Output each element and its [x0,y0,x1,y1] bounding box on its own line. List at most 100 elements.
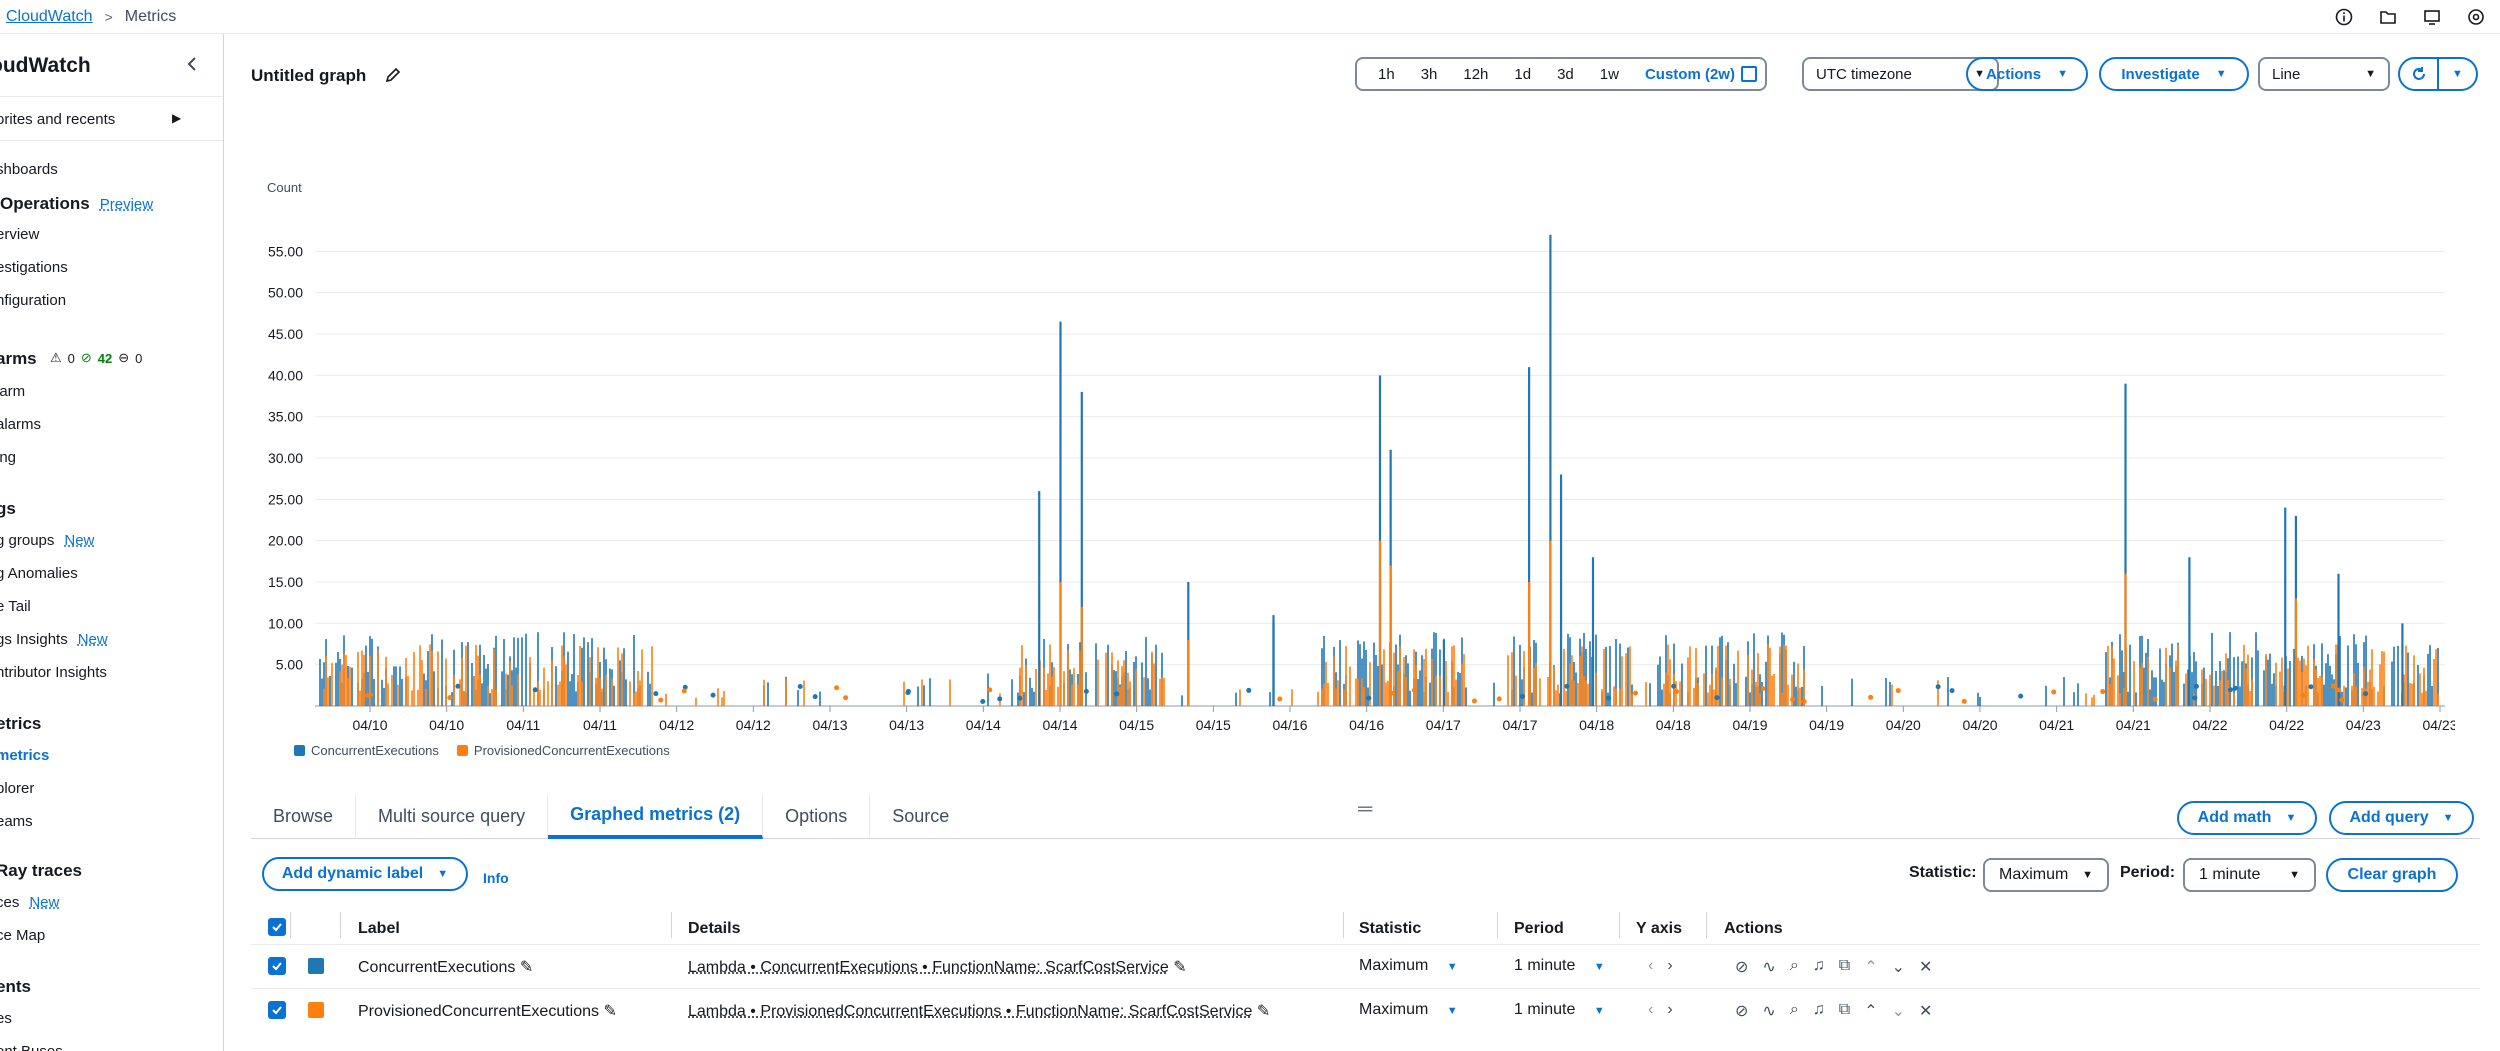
row-statistic[interactable]: Maximum ▼ [1359,1001,1458,1018]
move-down-icon[interactable]: ⌄ [1891,959,1906,976]
chevron-left-icon[interactable]: ‹ [1648,957,1654,974]
sidebar-section-metrics[interactable]: etrics [0,714,42,733]
caret-right-icon[interactable]: ▶ [172,111,182,125]
series-color-swatch[interactable] [308,958,324,974]
range-3h[interactable]: 3h [1420,65,1438,83]
chart-type-select[interactable]: Line ▼ [2258,57,2390,91]
alarm-bell-icon[interactable]: ♫ [1812,1001,1825,1018]
sidebar-item-streams[interactable]: eams [0,813,33,830]
range-custom[interactable]: Custom (2w) [1644,65,1735,83]
tab-source[interactable]: Source [892,806,950,826]
series-color-swatch[interactable] [308,1002,324,1018]
settings-icon[interactable] [2466,7,2486,27]
chevron-left-icon[interactable]: ‹ [1648,1001,1654,1018]
sidebar-item-investigations[interactable]: estigations [0,259,68,276]
info-icon[interactable] [2334,7,2354,27]
math-icon[interactable]: ∿ [1762,1003,1776,1020]
edit-title-icon[interactable] [384,66,402,84]
tab-browse[interactable]: Browse [251,794,357,839]
refresh-icon[interactable] [2400,59,2439,89]
sidebar-item-all-metrics[interactable]: metrics [0,747,50,764]
y-axis-switch[interactable]: ‹ › [1648,957,1673,975]
screen-share-icon[interactable] [2422,7,2442,27]
sidebar-item-log-anomalies[interactable]: g Anomalies [0,565,78,582]
row-statistic[interactable]: Maximum ▼ [1359,957,1458,974]
sidebar-item-favorites[interactable]: orites and recents [0,111,116,128]
refresh-options-icon[interactable]: ▼ [2452,68,2463,80]
sidebar-item-explorer[interactable]: plorer [0,780,35,797]
edit-label-icon[interactable]: ✎ [603,1003,617,1020]
collapse-sidebar-icon[interactable] [180,52,204,76]
sidebar-item-logs-insights[interactable]: gs Insights New [0,631,108,648]
legend-item-concurrent[interactable]: ConcurrentExecutions [294,743,439,758]
range-12h[interactable]: 12h [1463,65,1489,83]
select-all-checkbox[interactable] [268,918,286,936]
edit-label-icon[interactable]: ✎ [519,959,534,976]
sidebar-item-trace-map[interactable]: ce Map [0,927,46,944]
sidebar-item-event-buses[interactable]: ent Buses [0,1043,63,1051]
legend-item-provisioned[interactable]: ProvisionedConcurrentExecutions [456,743,670,758]
add-dynamic-label-button[interactable]: Add dynamic label ▼ [262,857,468,891]
sidebar-item-dashboards[interactable]: shboards [0,161,58,178]
edit-details-icon[interactable]: ✎ [1173,959,1187,976]
sidebar-section-events[interactable]: ents [0,977,31,996]
breadcrumb-cloudwatch[interactable]: CloudWatch [6,7,93,25]
duplicate-icon[interactable]: ⧉ [1838,957,1851,974]
resize-handle[interactable]: ═ [1358,798,1373,820]
move-up-icon[interactable]: ⌃ [1864,1003,1878,1020]
anomaly-detection-icon[interactable]: ⊘ [1735,1003,1749,1020]
sidebar-item-billing[interactable]: ing [0,449,17,466]
investigate-button[interactable]: Investigate ▼ [2099,57,2249,91]
sidebar-item-rules[interactable]: es [0,1010,12,1027]
sidebar-section-xray[interactable]: Ray traces [0,861,83,880]
info-link[interactable]: Info [483,870,509,886]
row-checkbox[interactable] [268,1001,286,1019]
range-3d[interactable]: 3d [1557,65,1574,83]
column-period[interactable]: Period [1514,920,1564,937]
row-label[interactable]: ConcurrentExecutions ✎ [358,959,534,976]
row-details[interactable]: Lambda • ConcurrentExecutions • Function… [688,959,1187,976]
sidebar-section-alarms[interactable]: arms [0,349,37,368]
row-checkbox[interactable] [268,957,286,975]
sidebar-item-overview[interactable]: erview [0,226,40,243]
range-1w[interactable]: 1w [1599,65,1619,83]
anomaly-detection-icon[interactable]: ⊘ [1735,959,1749,976]
sidebar-section-logs[interactable]: gs [0,499,16,518]
clear-graph-button[interactable]: Clear graph [2326,858,2458,892]
sidebar-item-all-alarms[interactable]: alarms [0,416,42,433]
sidebar-section-operations[interactable]: Operations Preview [0,194,154,213]
sidebar-item-contributor-insights[interactable]: ntributor Insights [0,664,107,681]
alarm-bell-icon[interactable]: ♫ [1812,957,1825,974]
search-icon[interactable]: ⌕ [1789,957,1799,974]
sidebar-item-traces[interactable]: cesNew [0,894,60,911]
add-math-button[interactable]: Add math ▼ [2177,801,2317,835]
search-icon[interactable]: ⌕ [1789,1001,1799,1018]
add-query-button[interactable]: Add query ▼ [2329,801,2474,835]
column-y-axis[interactable]: Y axis [1636,920,1682,937]
math-icon[interactable]: ∿ [1762,959,1776,976]
column-details[interactable]: Details [688,920,741,937]
duplicate-icon[interactable]: ⧉ [1838,1001,1851,1018]
remove-icon[interactable]: ✕ [1919,959,1933,976]
row-period[interactable]: 1 minute ▼ [1514,1001,1605,1018]
sidebar-item-in-alarm[interactable]: larm [0,383,26,400]
move-down-icon[interactable]: ⌄ [1891,1003,1906,1020]
row-period[interactable]: 1 minute ▼ [1514,957,1605,974]
sidebar-item-log-groups[interactable]: g groups New [0,532,95,549]
tab-multi-source-query[interactable]: Multi source query [356,794,549,839]
column-actions[interactable]: Actions [1724,920,1783,937]
period-select[interactable]: 1 minute ▼ [2183,858,2316,892]
sidebar-item-configuration[interactable]: nfiguration [0,292,67,309]
column-label[interactable]: Label [358,920,400,937]
range-1d[interactable]: 1d [1514,65,1532,83]
column-statistic[interactable]: Statistic [1359,920,1422,937]
tab-graphed-metrics[interactable]: Graphed metrics (2) [548,794,764,839]
row-details[interactable]: Lambda • ProvisionedConcurrentExecutions… [688,1003,1271,1020]
remove-icon[interactable]: ✕ [1919,1003,1933,1020]
folder-icon[interactable] [2378,7,2398,27]
chevron-right-icon[interactable]: › [1667,1001,1673,1018]
move-up-icon[interactable]: ⌃ [1864,959,1878,976]
range-1h[interactable]: 1h [1378,65,1395,83]
calendar-icon[interactable] [1740,66,1757,82]
chevron-right-icon[interactable]: › [1667,957,1673,974]
